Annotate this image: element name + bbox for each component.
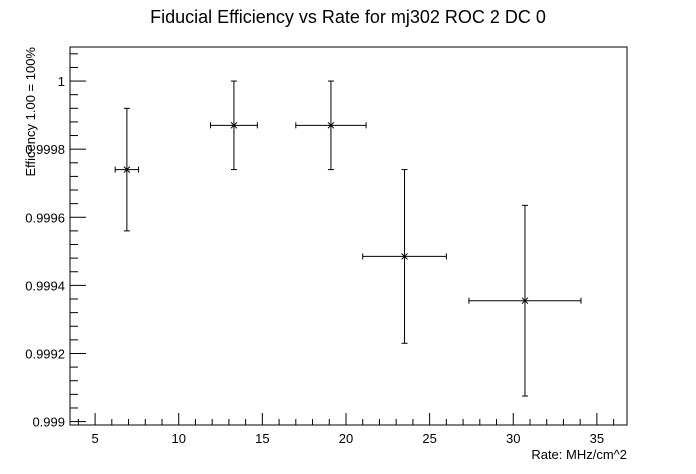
x-tick-label: 10 — [171, 431, 185, 446]
y-tick-label: 0.999 — [32, 415, 65, 430]
x-marker — [401, 253, 408, 260]
y-tick-label: 0.9992 — [25, 346, 65, 361]
data-point — [114, 107, 140, 232]
x-axis: 5 10 15 20 25 30 35 — [77, 413, 615, 446]
data-point — [295, 80, 367, 171]
x-tick-label: 30 — [506, 431, 520, 446]
x-marker — [230, 121, 238, 129]
chart-title: Fiducial Efficiency vs Rate for mj302 RO… — [150, 7, 546, 27]
x-axis-label: Rate: MHz/cm^2 — [531, 447, 627, 462]
x-tick-label: 35 — [590, 431, 604, 446]
x-tick-label: 20 — [339, 431, 353, 446]
x-tick-label: 5 — [91, 431, 98, 446]
y-axis: 0.999 0.9992 0.9994 0.9996 0.9998 1 — [25, 53, 86, 430]
data-point — [210, 80, 258, 171]
x-marker — [327, 121, 335, 129]
data-points — [114, 80, 582, 397]
x-marker — [123, 166, 131, 173]
x-tick-label: 15 — [255, 431, 269, 446]
x-marker — [521, 297, 529, 305]
y-axis-label: Efficency 1.00 = 100% — [23, 47, 38, 177]
y-tick-label: 1 — [58, 74, 65, 89]
y-tick-label: 0.9998 — [25, 142, 65, 157]
y-tick-label: 0.9994 — [25, 278, 65, 293]
data-point — [468, 204, 582, 397]
x-tick-label: 25 — [422, 431, 436, 446]
y-tick-label: 0.9996 — [25, 210, 65, 225]
data-point — [362, 169, 447, 344]
plot-frame — [69, 46, 628, 426]
